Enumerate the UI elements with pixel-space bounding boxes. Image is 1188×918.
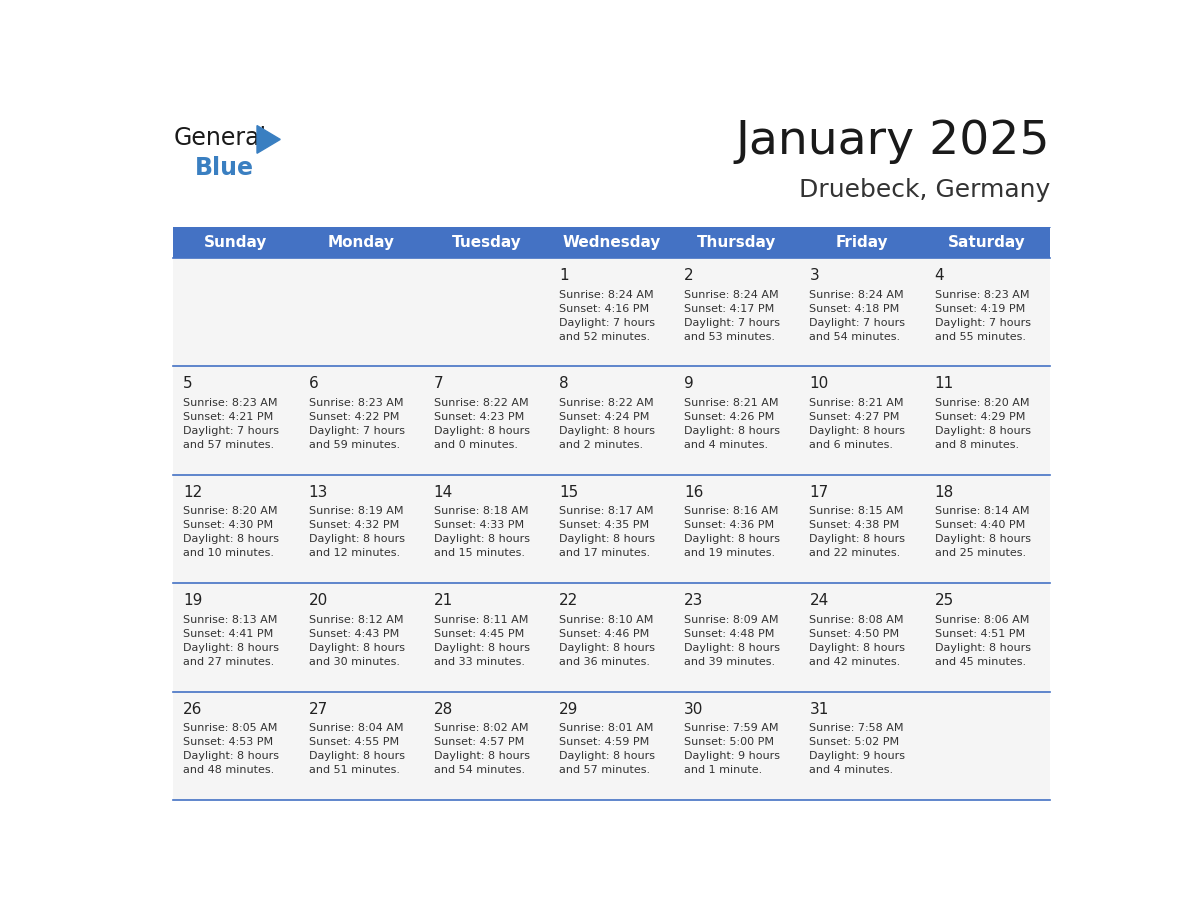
Bar <box>424 227 549 258</box>
Text: January 2025: January 2025 <box>735 119 1050 164</box>
Text: 21: 21 <box>434 593 453 609</box>
Text: Sunrise: 8:05 AM
Sunset: 4:53 PM
Daylight: 8 hours
and 48 minutes.: Sunrise: 8:05 AM Sunset: 4:53 PM Dayligh… <box>183 723 279 775</box>
Bar <box>924 227 1050 258</box>
Text: Sunrise: 8:06 AM
Sunset: 4:51 PM
Daylight: 8 hours
and 45 minutes.: Sunrise: 8:06 AM Sunset: 4:51 PM Dayligh… <box>935 615 1031 666</box>
Text: Sunrise: 8:23 AM
Sunset: 4:22 PM
Daylight: 7 hours
and 59 minutes.: Sunrise: 8:23 AM Sunset: 4:22 PM Dayligh… <box>309 398 405 450</box>
Bar <box>173 475 1050 583</box>
Text: Blue: Blue <box>195 156 254 180</box>
Text: Monday: Monday <box>328 235 394 250</box>
Text: Sunrise: 8:21 AM
Sunset: 4:26 PM
Daylight: 8 hours
and 4 minutes.: Sunrise: 8:21 AM Sunset: 4:26 PM Dayligh… <box>684 398 781 450</box>
Text: 26: 26 <box>183 701 203 717</box>
Text: 29: 29 <box>560 701 579 717</box>
Text: Sunrise: 8:01 AM
Sunset: 4:59 PM
Daylight: 8 hours
and 57 minutes.: Sunrise: 8:01 AM Sunset: 4:59 PM Dayligh… <box>560 723 655 775</box>
Text: 15: 15 <box>560 485 579 499</box>
Text: 5: 5 <box>183 376 192 391</box>
Text: 7: 7 <box>434 376 443 391</box>
Bar <box>173 227 298 258</box>
Text: 16: 16 <box>684 485 703 499</box>
Text: 13: 13 <box>309 485 328 499</box>
Text: 11: 11 <box>935 376 954 391</box>
Text: 30: 30 <box>684 701 703 717</box>
Text: Sunrise: 8:11 AM
Sunset: 4:45 PM
Daylight: 8 hours
and 33 minutes.: Sunrise: 8:11 AM Sunset: 4:45 PM Dayligh… <box>434 615 530 666</box>
Text: 19: 19 <box>183 593 203 609</box>
Bar <box>800 227 924 258</box>
Text: Sunrise: 8:20 AM
Sunset: 4:29 PM
Daylight: 8 hours
and 8 minutes.: Sunrise: 8:20 AM Sunset: 4:29 PM Dayligh… <box>935 398 1031 450</box>
Bar <box>674 227 800 258</box>
Text: Sunrise: 8:18 AM
Sunset: 4:33 PM
Daylight: 8 hours
and 15 minutes.: Sunrise: 8:18 AM Sunset: 4:33 PM Dayligh… <box>434 507 530 558</box>
Text: Saturday: Saturday <box>948 235 1026 250</box>
Text: Sunrise: 8:14 AM
Sunset: 4:40 PM
Daylight: 8 hours
and 25 minutes.: Sunrise: 8:14 AM Sunset: 4:40 PM Dayligh… <box>935 507 1031 558</box>
Text: 20: 20 <box>309 593 328 609</box>
Text: General: General <box>173 126 266 150</box>
Polygon shape <box>257 126 280 153</box>
Text: Sunrise: 8:10 AM
Sunset: 4:46 PM
Daylight: 8 hours
and 36 minutes.: Sunrise: 8:10 AM Sunset: 4:46 PM Dayligh… <box>560 615 655 666</box>
Text: Sunrise: 8:19 AM
Sunset: 4:32 PM
Daylight: 8 hours
and 12 minutes.: Sunrise: 8:19 AM Sunset: 4:32 PM Dayligh… <box>309 507 405 558</box>
Text: Friday: Friday <box>835 235 889 250</box>
Text: 9: 9 <box>684 376 694 391</box>
Text: 3: 3 <box>809 268 820 283</box>
Text: Sunrise: 8:24 AM
Sunset: 4:18 PM
Daylight: 7 hours
and 54 minutes.: Sunrise: 8:24 AM Sunset: 4:18 PM Dayligh… <box>809 289 905 341</box>
Text: 27: 27 <box>309 701 328 717</box>
Bar <box>549 227 674 258</box>
Text: Sunrise: 8:12 AM
Sunset: 4:43 PM
Daylight: 8 hours
and 30 minutes.: Sunrise: 8:12 AM Sunset: 4:43 PM Dayligh… <box>309 615 405 666</box>
Text: 31: 31 <box>809 701 829 717</box>
Text: Sunrise: 8:23 AM
Sunset: 4:21 PM
Daylight: 7 hours
and 57 minutes.: Sunrise: 8:23 AM Sunset: 4:21 PM Dayligh… <box>183 398 279 450</box>
Text: Sunrise: 8:22 AM
Sunset: 4:24 PM
Daylight: 8 hours
and 2 minutes.: Sunrise: 8:22 AM Sunset: 4:24 PM Dayligh… <box>560 398 655 450</box>
Bar <box>173 366 1050 475</box>
Text: Sunrise: 8:08 AM
Sunset: 4:50 PM
Daylight: 8 hours
and 42 minutes.: Sunrise: 8:08 AM Sunset: 4:50 PM Dayligh… <box>809 615 905 666</box>
Text: 24: 24 <box>809 593 829 609</box>
Text: Sunrise: 8:20 AM
Sunset: 4:30 PM
Daylight: 8 hours
and 10 minutes.: Sunrise: 8:20 AM Sunset: 4:30 PM Dayligh… <box>183 507 279 558</box>
Text: Sunrise: 7:59 AM
Sunset: 5:00 PM
Daylight: 9 hours
and 1 minute.: Sunrise: 7:59 AM Sunset: 5:00 PM Dayligh… <box>684 723 781 775</box>
Text: 1: 1 <box>560 268 569 283</box>
Text: Sunrise: 8:23 AM
Sunset: 4:19 PM
Daylight: 7 hours
and 55 minutes.: Sunrise: 8:23 AM Sunset: 4:19 PM Dayligh… <box>935 289 1031 341</box>
Text: 14: 14 <box>434 485 453 499</box>
Text: Sunday: Sunday <box>204 235 267 250</box>
Text: Wednesday: Wednesday <box>562 235 661 250</box>
Text: 22: 22 <box>560 593 579 609</box>
Text: 25: 25 <box>935 593 954 609</box>
Text: Sunrise: 8:04 AM
Sunset: 4:55 PM
Daylight: 8 hours
and 51 minutes.: Sunrise: 8:04 AM Sunset: 4:55 PM Dayligh… <box>309 723 405 775</box>
Text: 17: 17 <box>809 485 829 499</box>
Text: Sunrise: 8:17 AM
Sunset: 4:35 PM
Daylight: 8 hours
and 17 minutes.: Sunrise: 8:17 AM Sunset: 4:35 PM Dayligh… <box>560 507 655 558</box>
Text: Druebeck, Germany: Druebeck, Germany <box>798 178 1050 202</box>
Text: Sunrise: 8:02 AM
Sunset: 4:57 PM
Daylight: 8 hours
and 54 minutes.: Sunrise: 8:02 AM Sunset: 4:57 PM Dayligh… <box>434 723 530 775</box>
Text: 10: 10 <box>809 376 829 391</box>
Text: 4: 4 <box>935 268 944 283</box>
Text: Sunrise: 7:58 AM
Sunset: 5:02 PM
Daylight: 9 hours
and 4 minutes.: Sunrise: 7:58 AM Sunset: 5:02 PM Dayligh… <box>809 723 905 775</box>
Text: 18: 18 <box>935 485 954 499</box>
Bar <box>298 227 424 258</box>
Text: Thursday: Thursday <box>697 235 777 250</box>
Bar <box>173 258 1050 366</box>
Text: Sunrise: 8:24 AM
Sunset: 4:17 PM
Daylight: 7 hours
and 53 minutes.: Sunrise: 8:24 AM Sunset: 4:17 PM Dayligh… <box>684 289 781 341</box>
Bar <box>173 691 1050 800</box>
Text: Sunrise: 8:09 AM
Sunset: 4:48 PM
Daylight: 8 hours
and 39 minutes.: Sunrise: 8:09 AM Sunset: 4:48 PM Dayligh… <box>684 615 781 666</box>
Text: 2: 2 <box>684 268 694 283</box>
Text: Sunrise: 8:22 AM
Sunset: 4:23 PM
Daylight: 8 hours
and 0 minutes.: Sunrise: 8:22 AM Sunset: 4:23 PM Dayligh… <box>434 398 530 450</box>
Text: Sunrise: 8:16 AM
Sunset: 4:36 PM
Daylight: 8 hours
and 19 minutes.: Sunrise: 8:16 AM Sunset: 4:36 PM Dayligh… <box>684 507 781 558</box>
Text: Sunrise: 8:13 AM
Sunset: 4:41 PM
Daylight: 8 hours
and 27 minutes.: Sunrise: 8:13 AM Sunset: 4:41 PM Dayligh… <box>183 615 279 666</box>
Text: 6: 6 <box>309 376 318 391</box>
Text: Tuesday: Tuesday <box>451 235 522 250</box>
Text: Sunrise: 8:21 AM
Sunset: 4:27 PM
Daylight: 8 hours
and 6 minutes.: Sunrise: 8:21 AM Sunset: 4:27 PM Dayligh… <box>809 398 905 450</box>
Text: 23: 23 <box>684 593 703 609</box>
Text: Sunrise: 8:24 AM
Sunset: 4:16 PM
Daylight: 7 hours
and 52 minutes.: Sunrise: 8:24 AM Sunset: 4:16 PM Dayligh… <box>560 289 655 341</box>
Text: Sunrise: 8:15 AM
Sunset: 4:38 PM
Daylight: 8 hours
and 22 minutes.: Sunrise: 8:15 AM Sunset: 4:38 PM Dayligh… <box>809 507 905 558</box>
Bar <box>173 583 1050 691</box>
Text: 28: 28 <box>434 701 453 717</box>
Text: 8: 8 <box>560 376 569 391</box>
Text: 12: 12 <box>183 485 203 499</box>
